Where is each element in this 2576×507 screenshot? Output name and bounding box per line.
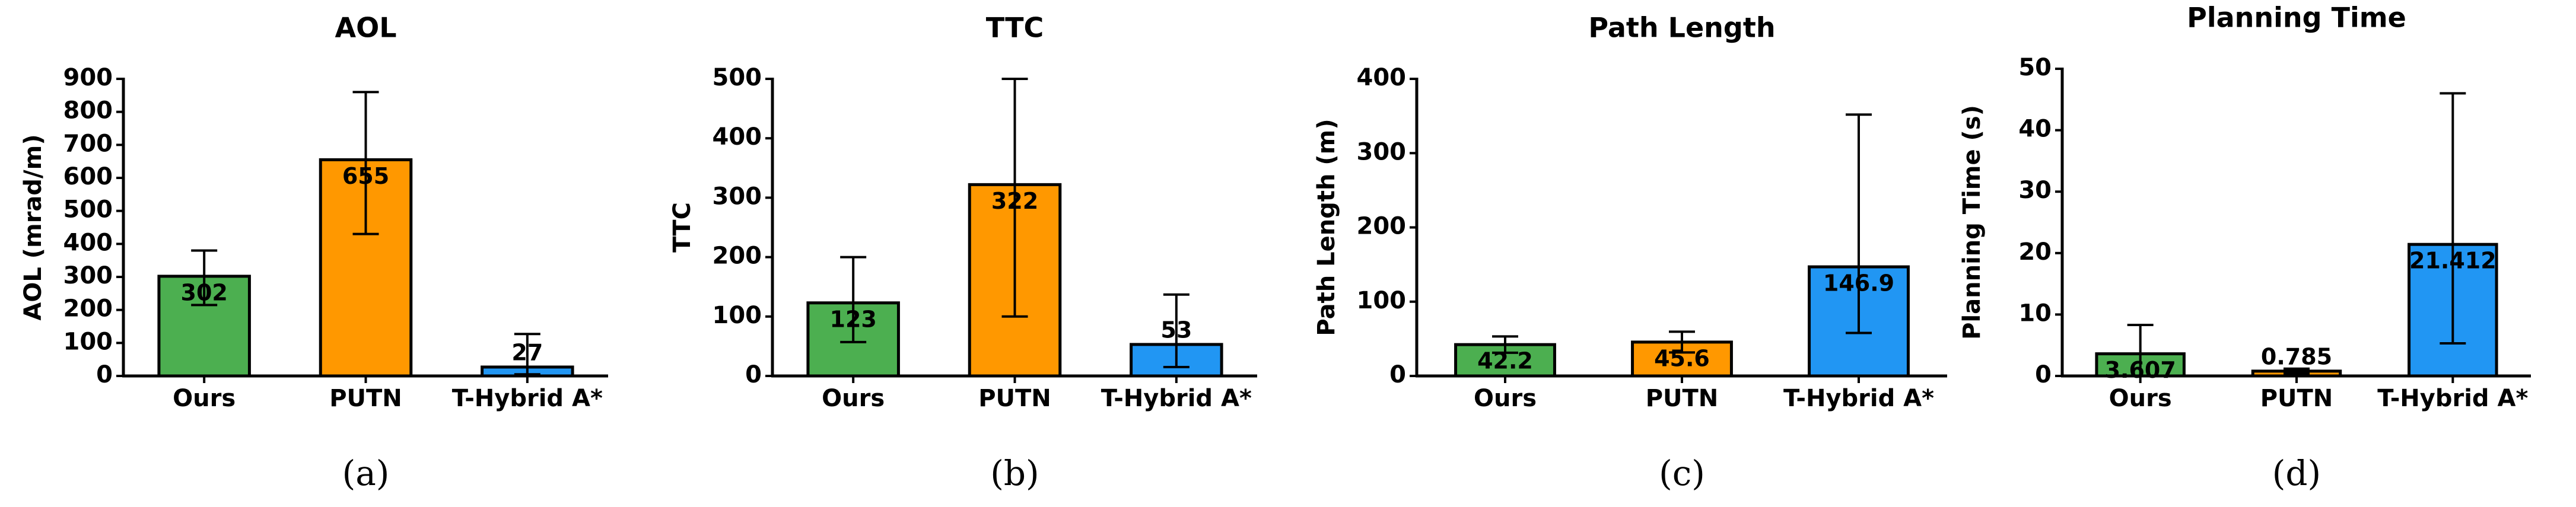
panel: AOL AOL (mrad/m) (a) 0 100 200 300 400 500 600 700… [20,12,608,493]
y-tick-label: 700 [63,130,113,157]
error-bar [1846,113,1872,334]
error-bar [352,91,379,235]
y-tick-label: 200 [63,295,113,323]
x-tick-label: PUTN [329,385,402,412]
error-bar [1163,293,1190,368]
x-tick-label: T-Hybrid A* [2377,385,2528,412]
y-tick-label: 600 [63,163,113,190]
y-tick-label: 100 [63,328,113,355]
y-tick-label: 500 [63,196,113,224]
value-label: 655 [342,163,389,189]
x-tick-label: T-Hybrid A* [1783,385,1934,412]
value-label: 45.6 [1654,345,1710,371]
y-tick-label: 500 [713,64,762,91]
y-tick-label: 20 [2018,238,2052,266]
error-bar [191,249,218,307]
y-tick-label: 300 [1357,138,1407,165]
value-label: 3.607 [2105,357,2176,383]
chart-title: TTC [986,12,1044,44]
error-bar [2440,92,2466,345]
y-axis-label: Planning Time (s) [1958,105,1986,340]
value-label: 53 [1160,317,1192,343]
y-axis-label: AOL (mrad/m) [20,134,47,320]
value-label: 0.785 [2261,343,2332,369]
y-tick-label: 100 [713,302,762,329]
value-label: 27 [511,339,543,365]
panel: Path Length Path Length (m) (c) 0 100 200 300 4… [1313,12,1947,493]
y-tick-label: 200 [713,243,762,270]
x-tick-label: Ours [822,385,885,412]
caption: (b) [990,453,1039,493]
panel: Planning Time Planning Time (s) (d) 0 10 20 30… [1958,2,2531,493]
chart-title: Planning Time [2187,2,2406,34]
panel: TTC TTC (b) 0 100 200 300 400 500 Ours 123 PUTN 322 T… [669,12,1257,493]
x-tick-label: Ours [1474,385,1537,412]
y-tick-label: 900 [63,64,113,91]
y-tick-label: 30 [2018,177,2052,204]
y-tick-label: 400 [713,123,762,151]
chart-title: AOL [335,12,396,44]
y-tick-label: 100 [1357,287,1407,314]
x-tick-label: PUTN [978,385,1051,412]
caption: (a) [342,453,390,493]
value-label: 146.9 [1823,270,1894,296]
y-tick-label: 200 [1357,213,1407,240]
y-axis-label: TTC [669,202,696,253]
x-tick-label: PUTN [1646,385,1719,412]
y-tick-label: 10 [2018,299,2052,327]
chart-title: Path Length [1588,12,1775,44]
y-tick-label: 300 [63,262,113,289]
error-bar [840,256,867,343]
x-tick-label: Ours [173,385,236,412]
value-label: 21.412 [2409,248,2497,274]
error-bar [514,333,540,376]
y-tick-label: 0 [745,361,762,388]
error-bar [2284,367,2310,375]
y-tick-label: 400 [63,229,113,256]
bar [1454,343,1556,378]
error-bar [1001,78,1028,318]
error-bar [1669,330,1695,354]
value-label: 322 [991,188,1038,214]
x-tick-label: PUTN [2260,385,2333,412]
y-tick-label: 0 [2035,361,2052,388]
caption: (d) [2272,453,2321,493]
y-tick-label: 40 [2018,116,2052,143]
y-axis-label: Path Length (m) [1313,119,1340,336]
y-tick-label: 800 [63,97,113,125]
value-label: 123 [830,306,877,332]
x-tick-label: T-Hybrid A* [1101,385,1252,412]
y-tick-label: 50 [2018,54,2052,81]
y-tick-label: 0 [96,361,113,388]
y-tick-label: 400 [1357,64,1407,91]
error-bar [1492,335,1518,354]
x-tick-label: Ours [2109,385,2172,412]
y-tick-label: 300 [713,183,762,210]
x-tick-label: T-Hybrid A* [452,385,603,412]
y-tick-label: 0 [1389,361,1406,388]
caption: (c) [1659,453,1705,493]
value-label: 42.2 [1477,348,1533,374]
value-label: 302 [181,279,228,305]
